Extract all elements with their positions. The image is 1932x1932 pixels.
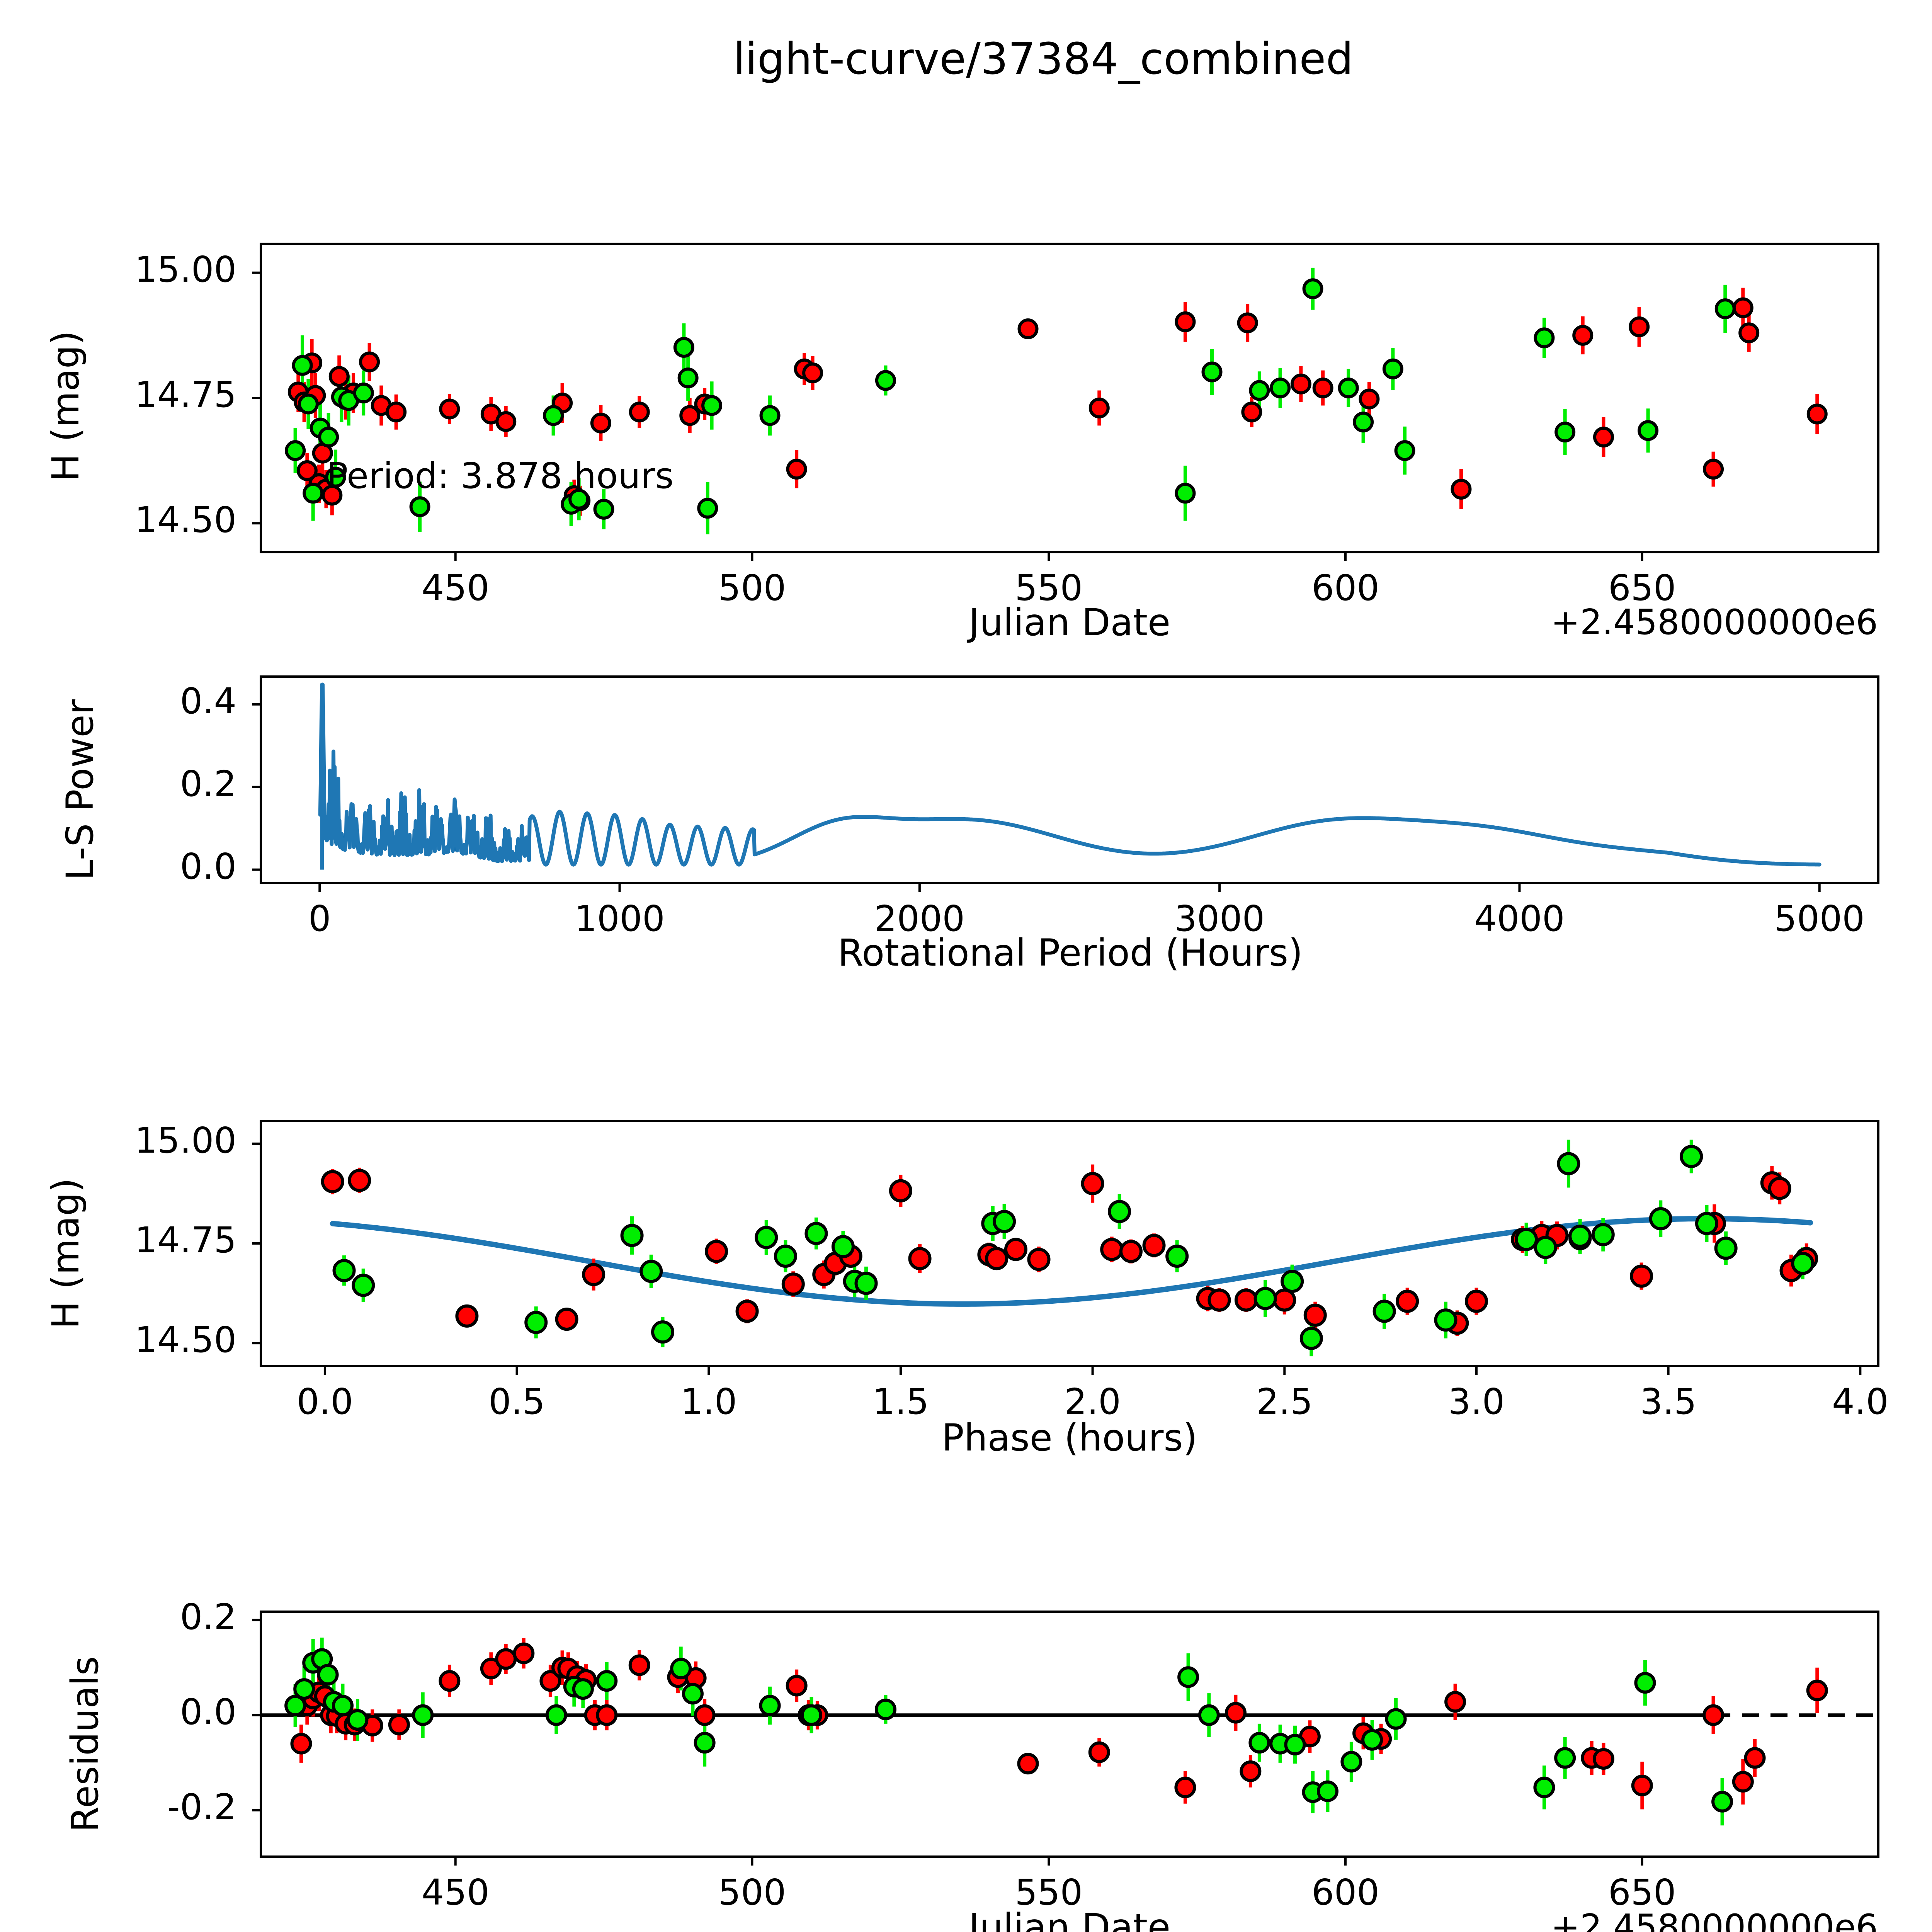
xtick-label: 2.5 — [1256, 1381, 1313, 1422]
periodogram-xlabel: Rotational Period (Hours) — [838, 931, 1303, 975]
xtick-label: 3000 — [1174, 898, 1265, 939]
residuals-x-offset: +2.4580000000e6 — [1551, 1907, 1878, 1932]
lightcurve-plot — [252, 267, 1828, 561]
xtick-label: 550 — [1015, 567, 1083, 609]
ytick-label: 0.2 — [180, 763, 236, 804]
xtick-label: 5000 — [1774, 898, 1865, 939]
ytick-label: 14.50 — [134, 499, 236, 541]
xtick-label: 2000 — [874, 898, 965, 939]
lightcurve-xlabel: Julian Date — [968, 601, 1171, 644]
xtick-label: 4000 — [1474, 898, 1565, 939]
phasefold-plot — [252, 1139, 1862, 1375]
ytick-label: 14.50 — [134, 1319, 236, 1361]
xtick-label: 0.0 — [296, 1381, 354, 1422]
xtick-label: 1.0 — [680, 1381, 737, 1422]
ytick-label: 0.2 — [180, 1596, 236, 1638]
xtick-label: 4.0 — [1832, 1381, 1889, 1422]
xtick-label: 600 — [1311, 1872, 1379, 1913]
panel-periodogram: L-S Power Rotational Period (Hours) 0 100… — [0, 665, 1932, 1097]
xtick-label: 650 — [1608, 567, 1676, 609]
xtick-label: 500 — [718, 1872, 786, 1913]
phasefold-xlabel: Phase (hours) — [942, 1416, 1197, 1459]
residuals-xlabel: Julian Date — [968, 1906, 1171, 1932]
ytick-label: 15.00 — [134, 1119, 236, 1161]
xtick-label: 1.5 — [872, 1381, 929, 1422]
ytick-label: 0.0 — [180, 1691, 236, 1733]
lightcurve-axes-frame — [260, 243, 1879, 553]
xtick-label: 600 — [1311, 567, 1379, 609]
periodogram-plot — [252, 682, 1821, 892]
figure-title: light-curve/37384_combined — [733, 34, 1354, 84]
panel-phasefold: H (mag) Phase (hours) 0.0 0.5 1.0 1.5 2.0 2.5… — [0, 1097, 1932, 1592]
xtick-label: 450 — [421, 567, 490, 609]
xtick-label: 650 — [1608, 1872, 1676, 1913]
xtick-label: 3.5 — [1640, 1381, 1697, 1422]
xtick-label: 2.0 — [1064, 1381, 1121, 1422]
xtick-label: 3.0 — [1448, 1381, 1505, 1422]
panel-lightcurve: H (mag) Julian Date +2.4580000000e6 Peri… — [0, 0, 1932, 665]
ytick-label: -0.2 — [167, 1786, 236, 1828]
panel-residuals: Residuals Julian Date +2.4580000000e6 45… — [0, 1592, 1932, 1932]
ytick-label: 14.75 — [134, 374, 236, 415]
period-annotation: Period: 3.878 hours — [327, 455, 674, 497]
lightcurve-x-offset: +2.4580000000e6 — [1551, 602, 1878, 643]
xtick-label: 500 — [718, 567, 786, 609]
ytick-label: 15.00 — [134, 248, 236, 290]
xtick-label: 1000 — [574, 898, 665, 939]
xtick-label: 550 — [1015, 1872, 1083, 1913]
xtick-label: 0 — [308, 898, 331, 939]
ytick-label: 0.4 — [180, 680, 236, 722]
ytick-label: 0.0 — [180, 845, 236, 887]
xtick-label: 0.5 — [488, 1381, 545, 1422]
residuals-plot — [252, 1619, 1879, 1866]
xtick-label: 450 — [421, 1872, 490, 1913]
ytick-label: 14.75 — [134, 1219, 236, 1261]
